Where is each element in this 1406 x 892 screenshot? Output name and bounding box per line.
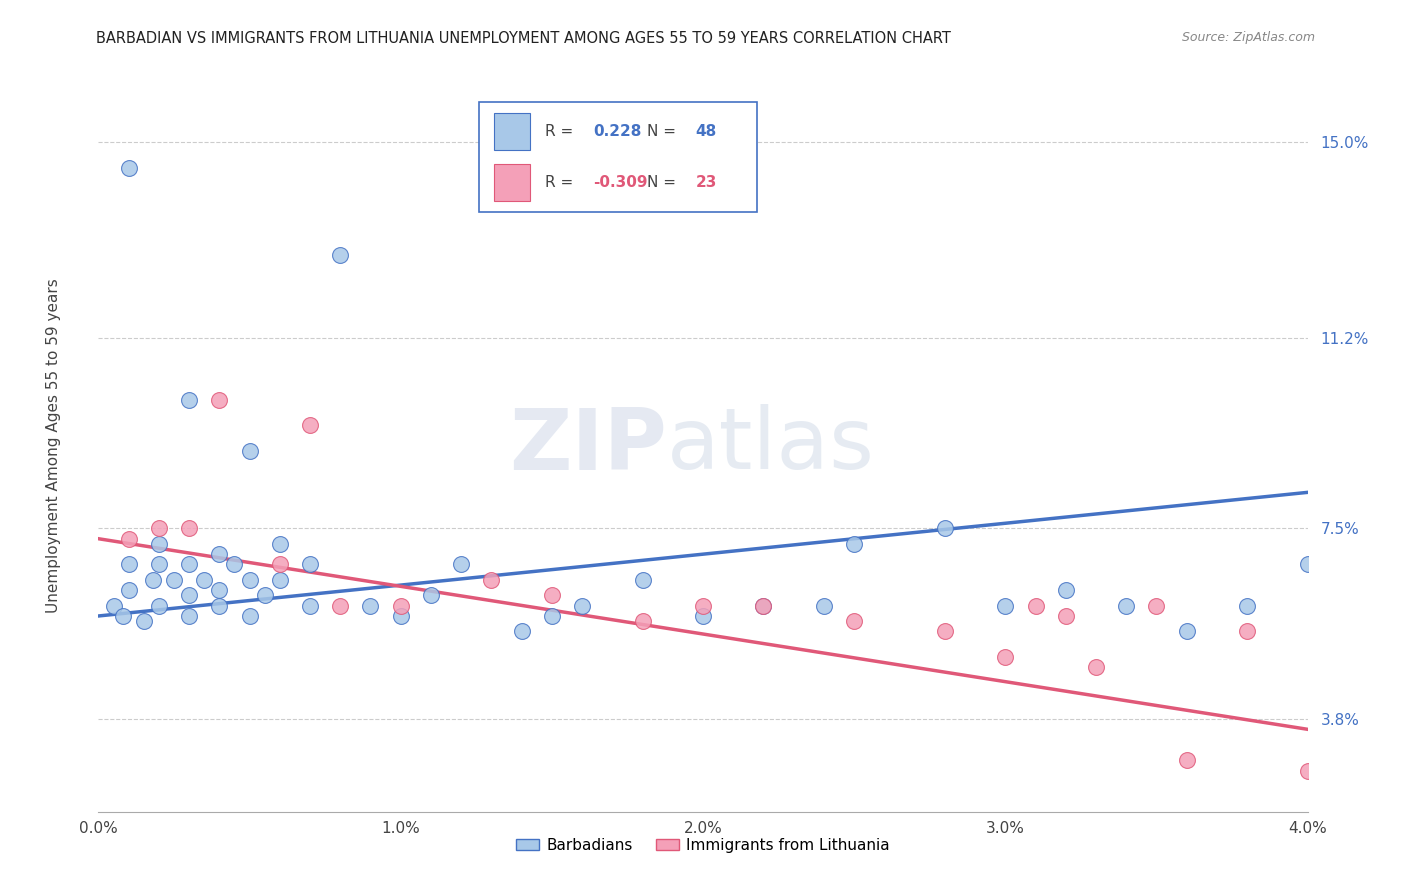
Point bbox=[450, 558, 472, 572]
Point bbox=[179, 588, 201, 602]
Point bbox=[1054, 609, 1077, 624]
Point bbox=[420, 588, 443, 602]
Text: Unemployment Among Ages 55 to 59 years: Unemployment Among Ages 55 to 59 years bbox=[46, 278, 60, 614]
Point bbox=[269, 573, 291, 587]
Point bbox=[1085, 660, 1108, 674]
Point bbox=[631, 573, 654, 587]
Point bbox=[179, 609, 201, 624]
Point bbox=[224, 558, 246, 572]
Point bbox=[631, 614, 654, 628]
Text: 48: 48 bbox=[696, 124, 717, 139]
Text: ZIP: ZIP bbox=[509, 404, 666, 488]
Point bbox=[253, 588, 276, 602]
Point bbox=[208, 583, 231, 598]
Point bbox=[692, 609, 714, 624]
Point bbox=[360, 599, 382, 613]
Point bbox=[1146, 599, 1168, 613]
Point bbox=[1175, 753, 1198, 767]
Point bbox=[208, 547, 231, 561]
Point bbox=[1296, 764, 1319, 778]
Point bbox=[389, 609, 412, 624]
Point bbox=[1054, 583, 1077, 598]
Point bbox=[481, 573, 503, 587]
Point bbox=[994, 599, 1017, 613]
Legend: Barbadians, Immigrants from Lithuania: Barbadians, Immigrants from Lithuania bbox=[510, 831, 896, 859]
Point bbox=[118, 532, 141, 546]
Point bbox=[540, 609, 562, 624]
Point bbox=[239, 573, 262, 587]
Bar bbox=[494, 113, 530, 150]
Point bbox=[193, 573, 215, 587]
Point bbox=[111, 609, 134, 624]
Point bbox=[179, 558, 201, 572]
Point bbox=[934, 624, 956, 639]
Point bbox=[148, 599, 170, 613]
Point bbox=[692, 599, 714, 613]
Point bbox=[269, 537, 291, 551]
Point bbox=[571, 599, 593, 613]
Bar bbox=[494, 164, 530, 201]
Point bbox=[510, 624, 533, 639]
Point bbox=[103, 599, 125, 613]
Text: -0.309: -0.309 bbox=[593, 175, 648, 190]
Point bbox=[1025, 599, 1047, 613]
Point bbox=[148, 558, 170, 572]
Point bbox=[118, 558, 141, 572]
Point bbox=[844, 614, 866, 628]
Text: 0.228: 0.228 bbox=[593, 124, 641, 139]
Text: BARBADIAN VS IMMIGRANTS FROM LITHUANIA UNEMPLOYMENT AMONG AGES 55 TO 59 YEARS CO: BARBADIAN VS IMMIGRANTS FROM LITHUANIA U… bbox=[96, 31, 950, 46]
Point bbox=[118, 161, 141, 175]
Point bbox=[299, 599, 322, 613]
Point bbox=[269, 558, 291, 572]
Text: N =: N = bbox=[647, 124, 682, 139]
Point bbox=[148, 521, 170, 535]
Point bbox=[1115, 599, 1137, 613]
Text: R =: R = bbox=[544, 175, 578, 190]
Text: N =: N = bbox=[647, 175, 682, 190]
Point bbox=[994, 650, 1017, 665]
Text: R =: R = bbox=[544, 124, 578, 139]
Point bbox=[208, 392, 231, 407]
Point bbox=[1236, 599, 1258, 613]
Point bbox=[329, 248, 352, 262]
Point bbox=[163, 573, 186, 587]
Point bbox=[813, 599, 835, 613]
Point bbox=[299, 418, 322, 433]
Point bbox=[132, 614, 155, 628]
Point bbox=[844, 537, 866, 551]
Point bbox=[389, 599, 412, 613]
Point bbox=[239, 609, 262, 624]
Point bbox=[148, 537, 170, 551]
Point bbox=[299, 558, 322, 572]
Point bbox=[1236, 624, 1258, 639]
Point bbox=[179, 392, 201, 407]
Point bbox=[329, 599, 352, 613]
Text: atlas: atlas bbox=[666, 404, 875, 488]
Point bbox=[142, 573, 165, 587]
Point bbox=[752, 599, 775, 613]
Point bbox=[1175, 624, 1198, 639]
Point bbox=[752, 599, 775, 613]
Point bbox=[179, 521, 201, 535]
Point bbox=[934, 521, 956, 535]
Point bbox=[118, 583, 141, 598]
Text: Source: ZipAtlas.com: Source: ZipAtlas.com bbox=[1181, 31, 1315, 45]
Point bbox=[540, 588, 562, 602]
Point bbox=[208, 599, 231, 613]
Point bbox=[239, 444, 262, 458]
Point bbox=[1296, 558, 1319, 572]
Text: 23: 23 bbox=[696, 175, 717, 190]
